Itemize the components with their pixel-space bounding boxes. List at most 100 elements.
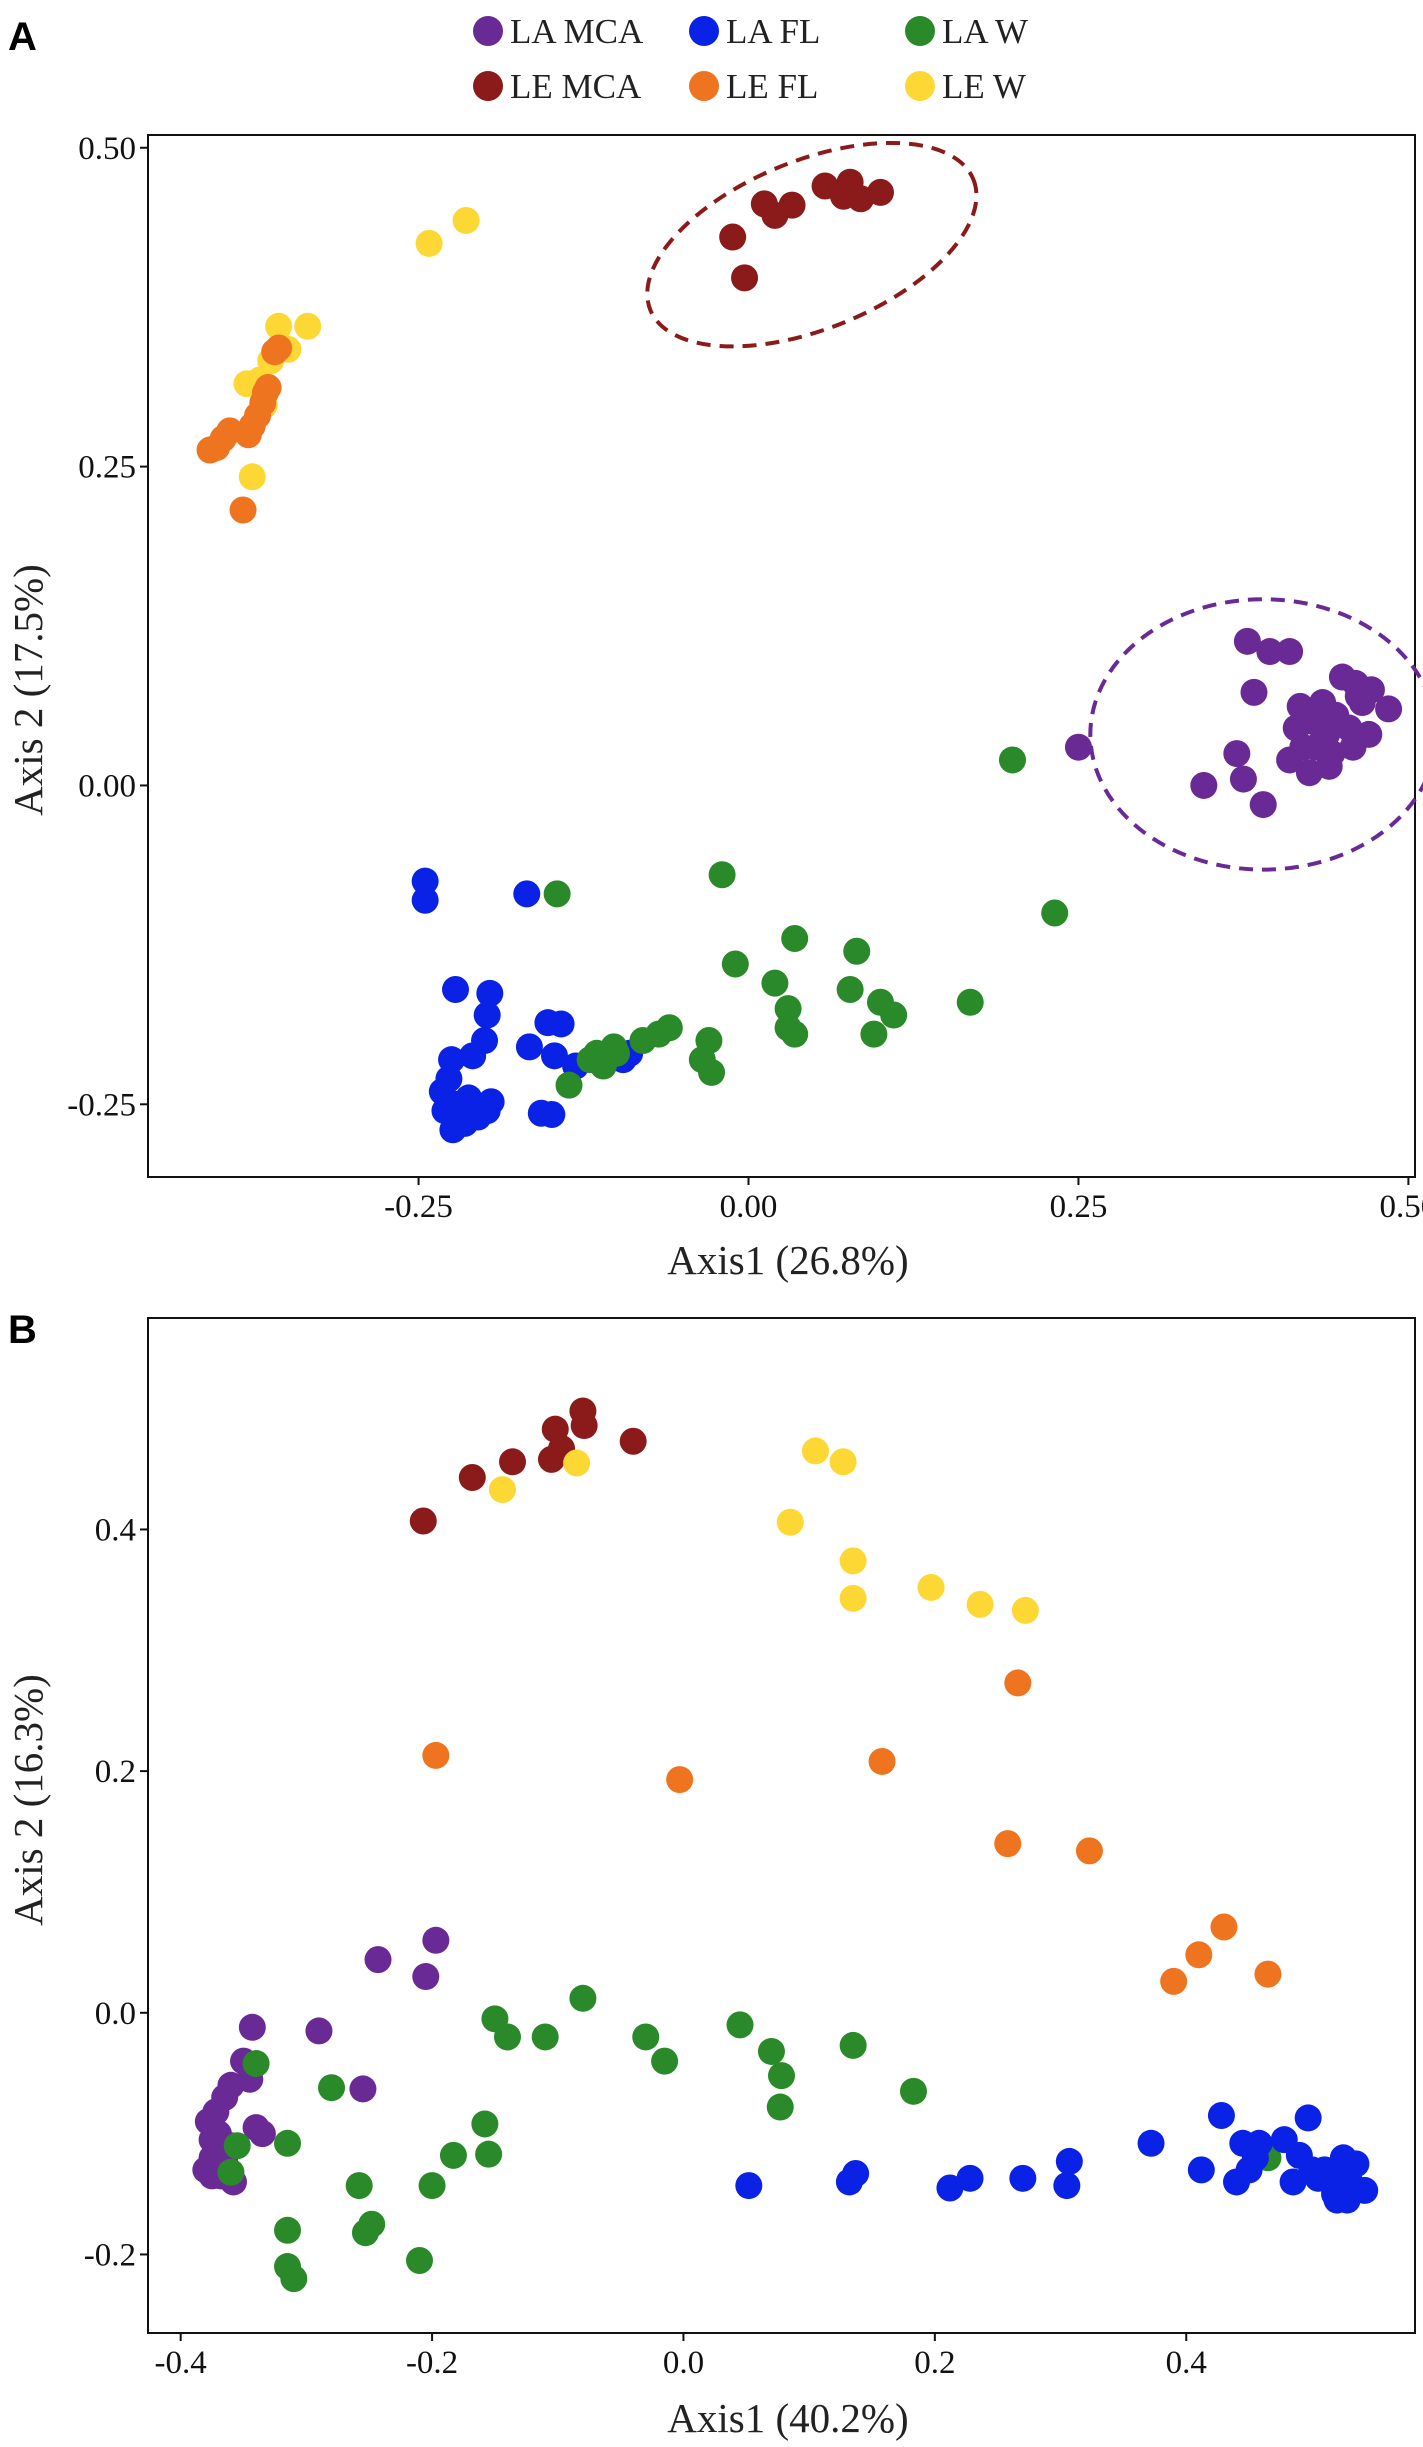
point-le-fl-9 [1254, 1960, 1282, 1988]
legend-marker-la-w [905, 16, 935, 46]
point-la-mca-6 [1249, 791, 1277, 819]
point-la-w-18 [531, 2023, 559, 2051]
panel-a-y-axis-title: Axis 2 (17.5%) [5, 564, 51, 816]
point-la-mca-5 [1240, 678, 1268, 706]
point-le-fl-6 [1160, 1967, 1188, 1995]
point-le-fl-12 [265, 334, 293, 362]
pa-x-tick-label: 0.25 [1050, 1189, 1108, 1225]
point-le-fl-10 [254, 374, 282, 402]
point-la-fl-9 [534, 1009, 562, 1037]
point-la-fl-0 [411, 867, 439, 895]
point-la-fl-31 [1351, 2176, 1379, 2204]
point-le-w-0 [415, 229, 443, 257]
point-la-w-2 [781, 925, 809, 953]
point-la-fl-2 [842, 2160, 870, 2187]
point-la-fl-30 [1342, 2150, 1370, 2178]
point-la-fl-11 [540, 1042, 568, 1070]
pa-y-tick-label: 0.25 [78, 450, 136, 486]
point-la-w-5 [345, 2172, 373, 2200]
point-le-fl-2 [868, 1747, 896, 1775]
point-la-w-8 [274, 2216, 302, 2244]
point-le-w-1 [563, 1449, 591, 1477]
point-la-w-4 [318, 2074, 346, 2102]
point-le-w-6 [839, 1584, 867, 1612]
point-le-mca-8 [619, 1427, 647, 1455]
pb-y-tick-label: 0.2 [95, 1754, 136, 1790]
point-la-mca-2 [1223, 740, 1251, 768]
point-la-fl-7 [1055, 2147, 1083, 2175]
panel-a: -0.25 0.00 0.25 0.50 -0.25 0.00 0.25 0.50 Axis1… [5, 131, 1423, 1283]
pa-x-tick-label: 0.00 [720, 1189, 778, 1225]
point-la-w-23 [757, 2037, 785, 2065]
point-la-mca-7 [1256, 638, 1284, 666]
point-la-w-27 [899, 2077, 927, 2105]
point-le-fl-3 [1004, 1669, 1032, 1697]
point-la-fl-7 [459, 1042, 487, 1070]
point-la-fl-10 [515, 1033, 543, 1061]
point-la-mca-21 [422, 1926, 450, 1954]
legend-label-le-w: LE W [942, 67, 1026, 106]
point-la-w-10 [280, 2265, 308, 2293]
point-la-fl-24 [477, 1088, 505, 1116]
point-le-w-4 [829, 1448, 857, 1476]
point-la-w-14 [471, 2110, 499, 2138]
point-le-w-2 [238, 463, 266, 491]
point-la-w-0 [217, 2158, 245, 2186]
legend-marker-le-fl [689, 71, 719, 101]
point-la-w-7 [860, 1020, 888, 1048]
point-la-mca-4 [1233, 627, 1261, 655]
pa-y-tick-label: 0.00 [78, 768, 136, 804]
point-la-fl-6 [1053, 2172, 1081, 2200]
point-la-w-24 [768, 2062, 795, 2090]
point-la-mca-16 [248, 2120, 276, 2148]
point-la-fl-1 [411, 886, 439, 914]
point-la-mca-27 [1355, 720, 1383, 748]
panel-b-y-axis-title: Axis 2 (16.3%) [5, 1674, 51, 1926]
ellipse-la-mca [1088, 597, 1423, 872]
point-la-w-21 [651, 2047, 679, 2075]
point-la-fl-3 [936, 2174, 964, 2202]
point-la-w-3 [274, 2129, 302, 2157]
point-la-w-19 [629, 1027, 657, 1055]
point-le-mca-0 [719, 223, 747, 251]
point-le-w-2 [776, 1508, 804, 1536]
legend-label-la-mca: LA MCA [510, 12, 644, 51]
point-la-w-25 [766, 2093, 794, 2121]
point-le-mca-2 [499, 1448, 527, 1476]
point-le-w-5 [839, 1547, 867, 1575]
point-la-mca-0 [1064, 733, 1092, 761]
pb-y-tick-label: 0.0 [95, 1996, 136, 2032]
pa-y-tick-label: -0.25 [67, 1087, 136, 1123]
point-le-w-3 [801, 1437, 829, 1465]
point-la-fl-3 [442, 976, 470, 1004]
point-le-mca-9 [847, 185, 875, 213]
point-le-mca-1 [731, 264, 759, 292]
point-la-w-27 [698, 1058, 726, 1086]
point-la-mca-19 [364, 1946, 392, 1974]
point-la-w-9 [1041, 899, 1069, 927]
point-la-mca-20 [412, 1963, 440, 1991]
point-le-w-0 [488, 1476, 516, 1504]
point-la-mca-14 [238, 2013, 266, 2041]
point-la-w-12 [418, 2172, 446, 2200]
legend-label-le-fl: LE FL [726, 67, 818, 106]
legend: LA MCA LA FL LA W LE MCA LE FL LE W [473, 12, 1028, 106]
legend-label-la-w: LA W [942, 12, 1028, 51]
panel-letter-a: A [8, 15, 37, 59]
point-la-fl-10 [1207, 2102, 1235, 2129]
point-la-w-0 [543, 880, 571, 908]
point-le-mca-1 [458, 1464, 486, 1491]
point-la-mca-19 [1318, 740, 1346, 768]
point-la-w-10 [956, 988, 984, 1016]
pb-x-tick-label: -0.4 [155, 2345, 207, 2381]
point-la-w-3 [843, 937, 871, 965]
panel-a-x-axis-title: Axis1 (26.8%) [667, 1237, 908, 1283]
point-la-fl-9 [1187, 2156, 1215, 2184]
point-le-w-1 [452, 206, 480, 234]
point-la-mca-1 [1190, 771, 1218, 799]
panel-letter-b: B [8, 1308, 37, 1352]
pa-x-tick-label: -0.25 [384, 1189, 453, 1225]
point-le-w-8 [966, 1590, 994, 1618]
point-la-w-11 [406, 2247, 433, 2274]
